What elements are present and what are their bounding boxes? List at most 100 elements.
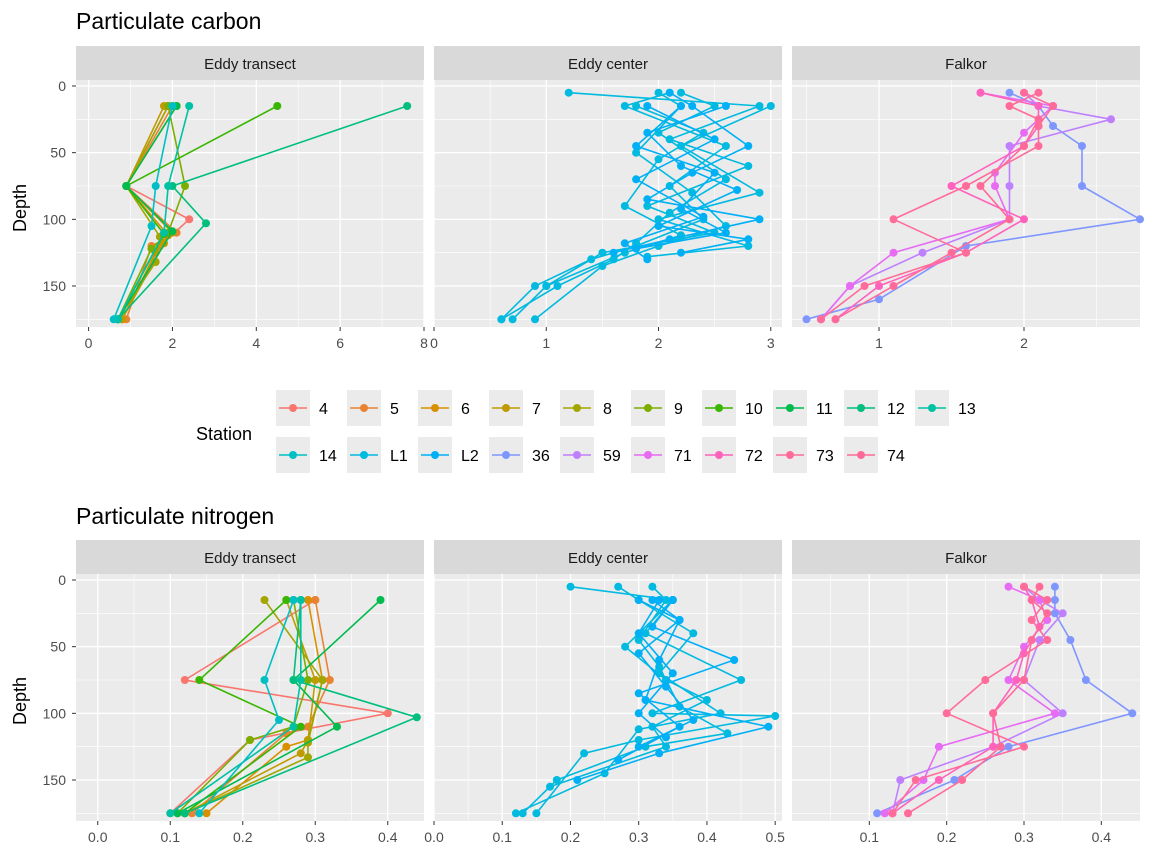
legend-item: 11 — [773, 390, 833, 426]
data-point — [318, 676, 327, 684]
legend-point — [502, 451, 510, 459]
legend-item: 4 — [276, 390, 328, 426]
data-point — [634, 736, 643, 744]
data-point — [911, 776, 920, 784]
data-point — [168, 102, 177, 110]
data-point — [1020, 128, 1028, 137]
data-point — [889, 248, 898, 257]
data-point — [733, 186, 742, 194]
legend-point — [502, 404, 510, 412]
legend-item: 7 — [489, 390, 541, 426]
legend-label: 6 — [461, 401, 470, 418]
legend-item: L1 — [347, 437, 408, 473]
facet-strip-label: Eddy transect — [204, 56, 297, 73]
data-point — [147, 222, 156, 230]
x-tick-label: 0.3 — [629, 829, 649, 845]
panel-background — [434, 574, 782, 821]
legend-point — [644, 404, 652, 412]
data-point — [289, 596, 298, 604]
data-point — [643, 195, 652, 204]
legend-point — [715, 404, 723, 412]
data-point — [580, 749, 589, 758]
legend-point — [857, 404, 865, 412]
data-point — [573, 776, 582, 784]
data-point — [1078, 142, 1086, 150]
data-point — [1043, 596, 1052, 604]
data-point — [950, 776, 959, 784]
data-point — [1050, 596, 1059, 604]
series-line — [177, 599, 382, 815]
data-point — [688, 102, 697, 110]
data-point — [648, 622, 657, 631]
data-point — [109, 315, 118, 324]
data-point — [620, 202, 629, 210]
data-point — [976, 88, 985, 97]
data-point — [311, 676, 320, 684]
data-point — [665, 235, 674, 244]
data-point — [518, 809, 527, 818]
data-point — [771, 712, 780, 720]
data-point — [181, 182, 189, 190]
data-point — [889, 215, 898, 224]
data-point — [976, 182, 985, 190]
data-point — [282, 742, 291, 751]
data-point — [260, 596, 269, 604]
data-point — [1035, 582, 1044, 591]
data-point — [710, 135, 719, 144]
x-tick-label: 0.0 — [88, 829, 108, 845]
data-point — [173, 809, 182, 818]
data-point — [989, 709, 998, 718]
legend-label: 72 — [745, 448, 763, 465]
data-point — [147, 244, 156, 253]
x-tick-label: 0.4 — [378, 829, 398, 845]
x-tick-label: 0.2 — [561, 829, 581, 845]
data-point — [614, 582, 623, 591]
data-point — [282, 596, 291, 604]
data-point — [766, 102, 775, 110]
data-point — [1034, 142, 1043, 150]
data-point — [511, 809, 520, 818]
data-point — [564, 88, 573, 97]
data-point — [632, 175, 641, 184]
y-axis-title-carbon: Depth — [10, 184, 30, 232]
data-point — [744, 242, 753, 250]
data-point — [598, 262, 607, 270]
x-tick-label: 0.1 — [161, 829, 181, 845]
data-point — [260, 676, 269, 684]
data-point — [654, 155, 663, 164]
data-point — [947, 182, 956, 190]
data-point — [831, 315, 840, 324]
legend-point — [431, 451, 439, 459]
data-point — [1078, 182, 1086, 190]
facet-strip-label: Eddy center — [568, 56, 648, 73]
data-point — [296, 749, 305, 758]
data-point — [1020, 88, 1028, 97]
data-point — [918, 248, 927, 257]
data-point — [1035, 636, 1044, 644]
data-point — [376, 596, 385, 604]
legend-item: 12 — [844, 390, 905, 426]
data-point — [508, 315, 517, 324]
legend-label: 73 — [816, 448, 834, 465]
series-line — [647, 105, 772, 258]
data-point — [1034, 115, 1043, 124]
data-point — [721, 102, 730, 110]
series-line — [198, 599, 295, 814]
chart-title-nitrogen: Particulate nitrogen — [76, 503, 274, 529]
data-point — [648, 596, 657, 604]
legend-label: 59 — [603, 448, 621, 465]
data-point — [710, 168, 719, 177]
y-tick-label: 50 — [50, 639, 66, 655]
facet-strip — [792, 540, 1140, 574]
series-line — [613, 92, 760, 254]
data-point — [755, 215, 764, 224]
data-point — [634, 596, 643, 604]
data-point — [1020, 742, 1028, 751]
data-point — [164, 182, 173, 190]
data-point — [665, 88, 674, 97]
series-line — [184, 599, 303, 814]
data-point — [737, 676, 746, 684]
data-point — [880, 809, 889, 818]
data-point — [532, 809, 541, 818]
